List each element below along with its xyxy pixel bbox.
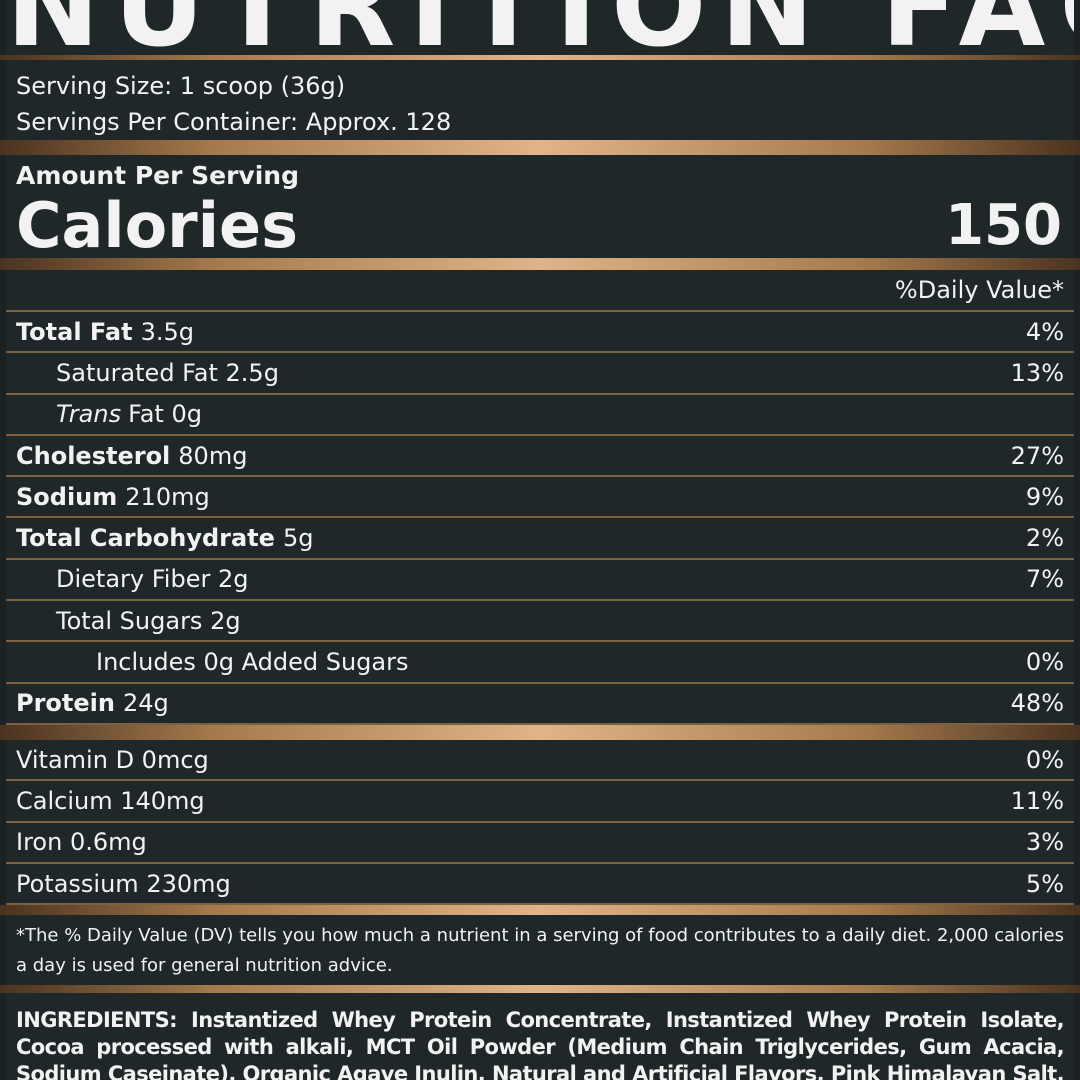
nutrient-row: Includes 0g Added Sugars 0% <box>6 642 1074 684</box>
nutrient-name-group: Sodium 210mg <box>16 483 210 511</box>
amount-per-serving: Amount Per Serving <box>16 161 299 190</box>
nutrient-name-group: Total Sugars 2g <box>56 607 241 635</box>
nutrient-name: Calcium 140mg <box>16 786 205 815</box>
nutrient-name: Iron 0.6mg <box>16 828 147 857</box>
nutrient-row: Saturated Fat 2.5g 13% <box>6 353 1074 395</box>
daily-value: 11% <box>1010 786 1064 815</box>
nutrient-name-group: Iron 0.6mg <box>16 828 147 856</box>
divider <box>0 55 1080 60</box>
nutrient-row: Sodium 210mg 9% <box>6 477 1074 519</box>
nutrient-name: Protein <box>16 689 115 718</box>
nutrient-name-group: Potassium 230mg <box>16 870 231 898</box>
ingredients-label: INGREDIENTS: <box>16 1008 178 1032</box>
footnote-panel: *The % Daily Value (DV) tells you how mu… <box>6 915 1074 985</box>
divider <box>0 258 1080 270</box>
calories-value: 150 <box>945 193 1062 258</box>
nutrient-name: Potassium 230mg <box>16 869 231 898</box>
nutrient-name: Total Sugars 2g <box>56 606 241 635</box>
nutrient-row: Potassium 230mg 5% <box>6 863 1074 906</box>
nutrient-name: Total Fat <box>16 317 133 346</box>
nutrient-italic: Trans <box>56 400 122 429</box>
serving-size: Serving Size: 1 scoop (36g) <box>16 72 346 100</box>
ingredients-text: Instantized Whey Protein Concentrate, In… <box>16 1008 1065 1080</box>
divider <box>0 985 1080 993</box>
nutrient-amount: 80mg <box>178 441 248 470</box>
nutrient-name: Vitamin D 0mcg <box>16 745 209 774</box>
daily-value: 7% <box>1025 565 1064 594</box>
calories-label: Calories <box>16 189 298 262</box>
daily-value: 4% <box>1025 317 1064 346</box>
daily-value: 2% <box>1025 524 1064 553</box>
nutrient-row: Protein 24g 48% <box>6 683 1074 725</box>
title: NUTRITION FACTS <box>6 0 1074 55</box>
nutrient-name: Includes 0g Added Sugars <box>96 648 409 677</box>
nutrient-row: Total Sugars 2g <box>6 601 1074 643</box>
nutrient-amount: 3.5g <box>140 317 194 346</box>
nutrient-name-group: Protein 24g <box>16 689 169 717</box>
nutrient-amount: 24g <box>122 689 169 718</box>
serving-panel: Serving Size: 1 scoop (36g) Servings Per… <box>6 60 1074 140</box>
nutrient-name-group: Saturated Fat 2.5g <box>56 359 279 387</box>
nutrient-name-group: Total Carbohydrate 5g <box>16 524 313 552</box>
nutrient-row: Total Carbohydrate 5g 2% <box>6 518 1074 560</box>
nutrient-name-group: Vitamin D 0mcg <box>16 746 209 774</box>
daily-value: 48% <box>1010 689 1064 718</box>
divider <box>0 725 1080 740</box>
nutrient-amount: 210mg <box>125 482 210 511</box>
title-panel: NUTRITION FACTS <box>6 0 1074 55</box>
daily-value: 0% <box>1025 648 1064 677</box>
nutrient-row: Vitamin D 0mcg 0% <box>6 740 1074 782</box>
nutrient-row: Iron 0.6mg 3% <box>6 822 1074 864</box>
dv-header-row: %Daily Value* <box>6 270 1074 312</box>
daily-value: 9% <box>1025 482 1064 511</box>
nutrient-name-group: Dietary Fiber 2g <box>56 565 248 593</box>
nutrient-name: Dietary Fiber 2g <box>56 565 249 594</box>
nutrient-name: Sodium <box>16 482 118 511</box>
servings-per-container: Servings Per Container: Approx. 128 <box>16 108 452 136</box>
divider <box>0 140 1080 155</box>
divider <box>0 905 1080 915</box>
nutrient-name-group: Calcium 140mg <box>16 787 205 815</box>
calories-panel: Amount Per Serving Calories 150 <box>6 155 1074 262</box>
nutrient-name: Saturated Fat 2.5g <box>56 358 279 387</box>
nutrient-row: Trans Fat 0g <box>6 394 1074 436</box>
daily-value: 13% <box>1010 358 1064 387</box>
nutrient-name: Cholesterol <box>16 441 171 470</box>
nutrient-name-group: Includes 0g Added Sugars <box>96 648 408 676</box>
daily-value: 5% <box>1025 869 1064 898</box>
nutrient-name-group: Trans Fat 0g <box>56 400 202 428</box>
nutrient-row: Total Fat 3.5g 4% <box>6 312 1074 354</box>
nutrient-amount: 5g <box>282 524 314 553</box>
nutrient-row: Dietary Fiber 2g 7% <box>6 559 1074 602</box>
daily-value: 3% <box>1025 828 1064 857</box>
daily-value: 27% <box>1010 441 1064 470</box>
nutrient-name: Total Carbohydrate <box>16 524 275 553</box>
nutrient-name-group: Total Fat 3.5g <box>16 318 194 346</box>
daily-value: 0% <box>1025 745 1064 774</box>
nutrient-row: Cholesterol 80mg 27% <box>6 435 1074 478</box>
ingredients-panel: INGREDIENTS: Instantized Whey Protein Co… <box>6 993 1074 1080</box>
nutrient-row: Calcium 140mg 11% <box>6 781 1074 823</box>
nutrient-name-group: Cholesterol 80mg <box>16 442 247 470</box>
dv-header: %Daily Value* <box>894 276 1064 304</box>
footnote: *The % Daily Value (DV) tells you how mu… <box>16 925 1065 976</box>
nutrient-name: Fat 0g <box>128 400 202 429</box>
